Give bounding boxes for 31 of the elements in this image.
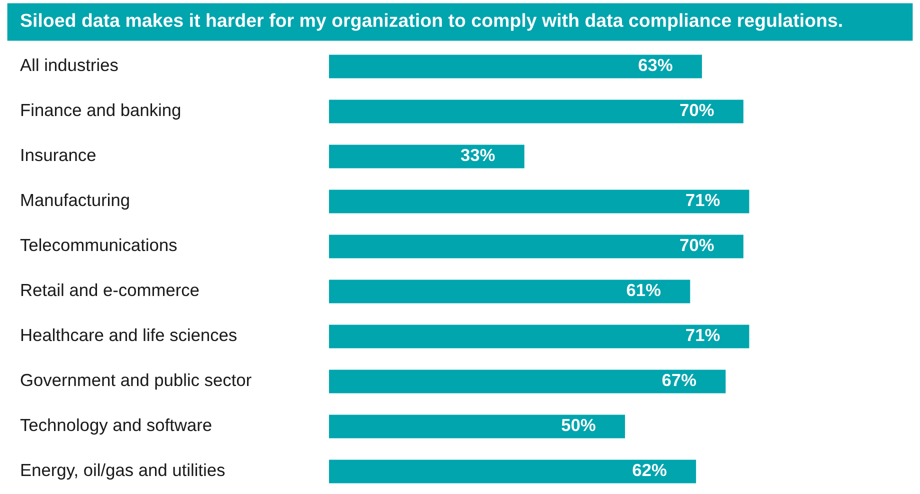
chart-title: Siloed data makes it harder for my organization to comply with data compliance regulations. <box>20 13 842 31</box>
y-tick-label: Energy, oil/gas and utilities <box>21 463 225 480</box>
bar <box>329 144 524 168</box>
bar <box>329 234 744 258</box>
bar <box>329 100 744 124</box>
data-label: 50% <box>562 418 596 432</box>
y-tick-label: Finance and banking <box>21 103 180 120</box>
bar <box>329 370 726 394</box>
bar <box>329 190 750 214</box>
y-tick-label: Manufacturing <box>21 193 129 210</box>
data-label: 63% <box>638 58 672 72</box>
y-tick-label: Telecommunications <box>20 238 177 252</box>
bar <box>329 280 690 304</box>
y-tick-label: Insurance <box>22 149 96 162</box>
data-label: 62% <box>632 464 666 476</box>
bar <box>329 324 750 348</box>
y-tick-label: Healthcare and life sciences <box>21 328 237 342</box>
data-label: 70% <box>680 104 714 116</box>
data-label: 67% <box>662 374 696 386</box>
y-tick-label: All industries <box>20 58 118 72</box>
data-label: 61% <box>626 284 661 296</box>
data-label: 71% <box>686 328 720 342</box>
bar <box>329 460 696 484</box>
bar <box>329 54 702 78</box>
data-label: 33% <box>460 148 495 162</box>
data-label: 71% <box>686 194 720 206</box>
y-tick-label: Technology and software <box>20 418 212 435</box>
y-tick-label: Government and public sector <box>20 373 252 390</box>
bar <box>329 414 625 438</box>
y-tick-label: Retail and e-commerce <box>21 283 199 296</box>
data-label: 70% <box>680 238 714 252</box>
